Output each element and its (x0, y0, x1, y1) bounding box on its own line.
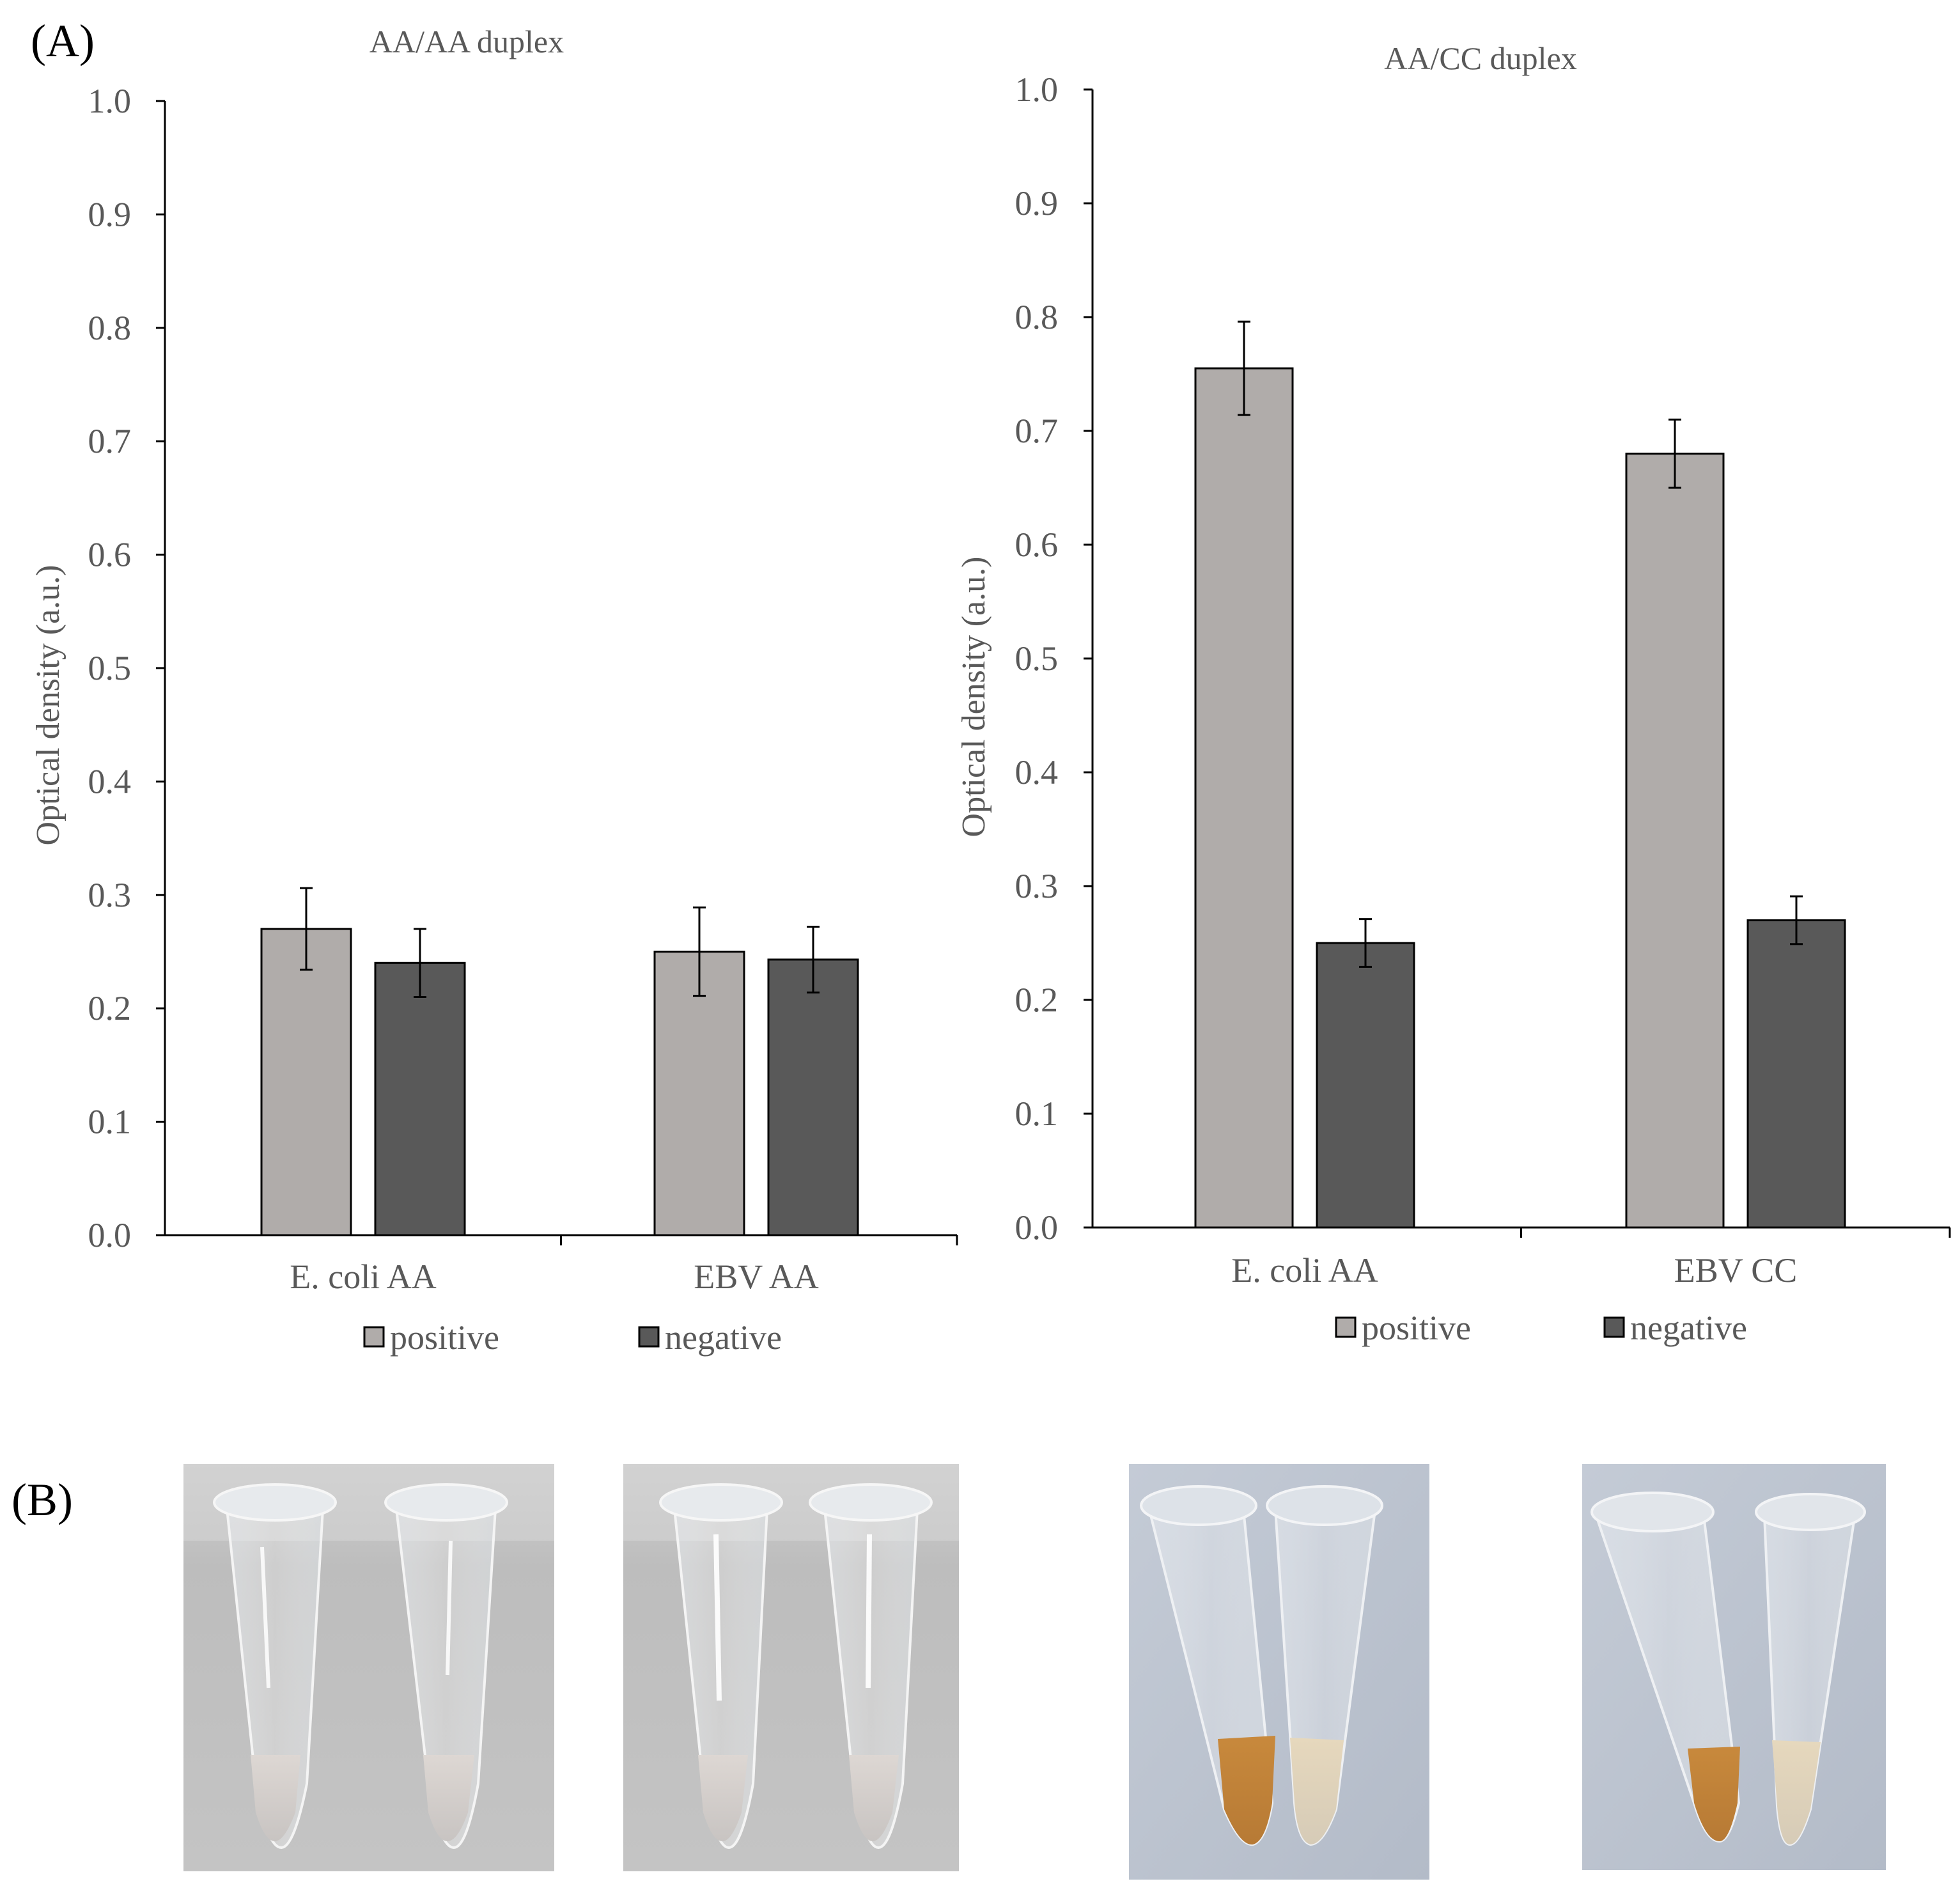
tube-photo-aa-ebv (623, 1464, 959, 1871)
panel-label-b: (B) (12, 1474, 73, 1525)
tube (213, 1483, 337, 1850)
y-tick-label: 0.7 (88, 422, 132, 460)
legend-swatch-negative (638, 1326, 660, 1348)
y-tick-label: 1.0 (1015, 70, 1059, 109)
bar-negative (1746, 919, 1846, 1229)
category-label: E. coli AA (290, 1258, 436, 1296)
y-tick-label: 0.6 (88, 536, 132, 574)
y-tick-label: 0.5 (1015, 639, 1059, 678)
y-tick-label: 1.0 (88, 82, 132, 120)
y-tick-label: 0.3 (88, 876, 132, 914)
tube (1591, 1492, 1741, 1843)
y-tick-label: 0.8 (88, 309, 132, 347)
legend-swatch-positive (363, 1326, 385, 1348)
y-tick-label: 0.2 (88, 989, 132, 1027)
y-tick-label: 0.9 (88, 195, 132, 233)
tube (809, 1483, 933, 1850)
y-tick-label: 0.1 (1015, 1095, 1059, 1133)
tube-photo-cc-ebv (1582, 1464, 1886, 1870)
legend-swatch-positive (1335, 1316, 1357, 1338)
y-axis-title: Optical density (a.u.) (30, 565, 66, 846)
bar-negative (374, 962, 466, 1236)
tube (384, 1483, 508, 1850)
tube (1140, 1485, 1275, 1846)
y-tick-label: 0.8 (1015, 298, 1059, 336)
tube-photo-aa-ecoli (183, 1464, 554, 1871)
legend-label-positive: positive (1362, 1309, 1471, 1347)
bar-negative (1316, 942, 1415, 1229)
panel-label-a: (A) (31, 15, 95, 66)
y-tick-label: 0.4 (88, 762, 132, 800)
legend-label-negative: negative (1630, 1309, 1747, 1347)
tube (1266, 1485, 1383, 1846)
bar-positive (260, 928, 352, 1236)
tube-photo-cc-ecoli (1129, 1464, 1429, 1880)
bar-positive (653, 951, 745, 1236)
legend-label-positive: positive (390, 1318, 499, 1357)
bar-positive (1194, 367, 1294, 1229)
legend-label-negative: negative (665, 1318, 782, 1357)
category-label: E. coli AA (1231, 1251, 1378, 1290)
y-tick-label: 0.4 (1015, 753, 1059, 791)
category-label: EBV CC (1674, 1251, 1798, 1290)
y-tick-label: 0.1 (88, 1103, 132, 1141)
bar-positive (1625, 453, 1725, 1229)
y-tick-label: 0.0 (1015, 1208, 1059, 1247)
y-tick-label: 0.9 (1015, 184, 1059, 222)
y-tick-label: 0.2 (1015, 981, 1059, 1019)
y-tick-label: 0.7 (1015, 412, 1059, 450)
y-tick-label: 0.0 (88, 1216, 132, 1254)
category-label: EBV AA (694, 1258, 819, 1296)
y-tick-label: 0.3 (1015, 867, 1059, 905)
chart-aa-cc-duplex: AA/CC duplex Optical density (a.u.) 0.0 0… (956, 40, 1951, 1347)
y-tick-label: 0.5 (88, 649, 132, 687)
chart-title: AA/AA duplex (369, 24, 564, 59)
chart-aa-aa-duplex: AA/AA duplex Optical density (a.u.) 0.0 0… (30, 24, 958, 1357)
tube (659, 1483, 783, 1850)
legend-swatch-negative (1603, 1316, 1625, 1338)
chart-title: AA/CC duplex (1384, 40, 1576, 76)
y-axis-title: Optical density (a.u.) (956, 557, 992, 838)
tube (1755, 1493, 1866, 1846)
y-tick-label: 0.6 (1015, 526, 1059, 564)
bar-negative (767, 958, 859, 1236)
